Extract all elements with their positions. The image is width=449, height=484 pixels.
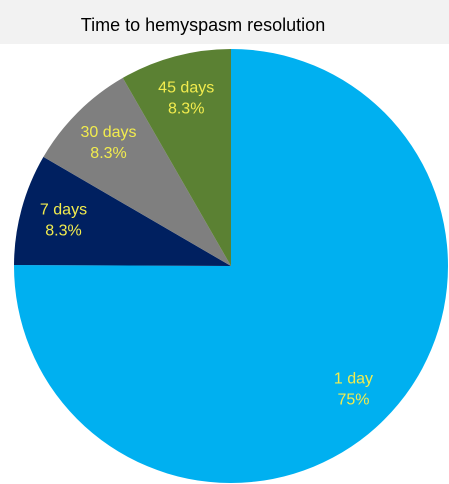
slice-category-label: 30 days (81, 124, 137, 141)
title-band (0, 0, 449, 44)
slice-value-label: 75% (337, 391, 369, 408)
pie-slice (43, 77, 232, 266)
pie-slice (14, 156, 232, 266)
slice-value-label: 8.3% (45, 223, 81, 240)
slice-category-label: 1 day (334, 370, 373, 387)
slice-category-label: 7 days (40, 202, 87, 219)
pie-slice (122, 49, 231, 266)
slice-value-label: 8.3% (90, 145, 126, 162)
slice-value-label: 8.3% (168, 100, 204, 117)
pie-slice (13, 49, 448, 483)
slice-category-label: 45 days (158, 79, 214, 96)
chart-title: Time to hemyspasm resolution (81, 15, 325, 35)
